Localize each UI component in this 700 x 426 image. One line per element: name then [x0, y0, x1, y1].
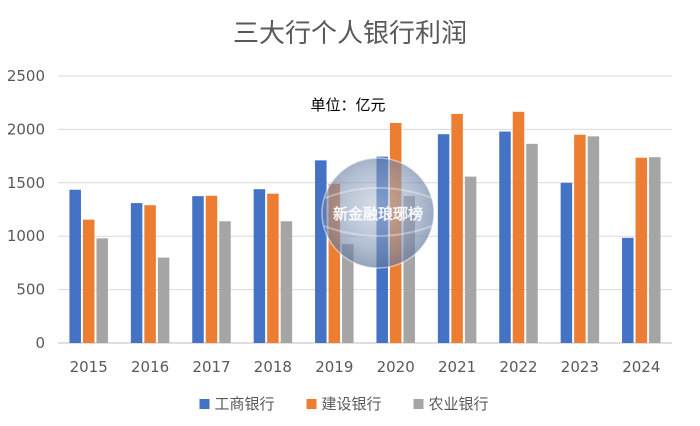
bar — [342, 244, 354, 343]
bar — [464, 176, 477, 343]
bar — [267, 193, 279, 343]
bar — [649, 157, 661, 343]
unit-annotation: 单位：亿元 — [310, 96, 385, 114]
bar — [328, 183, 341, 343]
y-tick-label: 500 — [16, 281, 45, 299]
watermark-globe-arc — [323, 225, 433, 237]
y-tick-label: 1000 — [7, 227, 45, 245]
x-tick-label: 2021 — [438, 358, 476, 376]
bar — [574, 134, 586, 343]
bar — [499, 131, 511, 343]
legend-label: 农业银行 — [429, 395, 489, 413]
bar — [622, 237, 634, 343]
bar — [69, 189, 81, 343]
bar — [205, 195, 218, 343]
bar — [144, 205, 156, 343]
bar — [437, 134, 450, 343]
legend-item: 建设银行 — [306, 395, 382, 413]
bar — [403, 196, 415, 343]
bar — [560, 182, 573, 343]
bar — [451, 113, 463, 343]
legend-item: 农业银行 — [413, 395, 489, 413]
legend-swatch — [413, 399, 424, 409]
bar — [315, 160, 327, 343]
bar — [157, 257, 170, 343]
y-tick-label: 0 — [35, 334, 45, 352]
bar — [82, 219, 95, 343]
legend-label: 工商银行 — [215, 395, 275, 413]
x-tick-label: 2024 — [622, 358, 660, 376]
bar — [635, 157, 648, 343]
y-tick-label: 2000 — [7, 120, 45, 138]
legend-label: 建设银行 — [322, 395, 382, 413]
x-axis-ticks: 2015 2016 2017 2018 2019 2020 2021 2022 2023 2024 — [70, 358, 661, 376]
bar — [96, 238, 108, 343]
watermark-logo: 新金融琅琊榜 — [321, 157, 435, 269]
bar — [280, 221, 293, 343]
y-tick-label: 1500 — [7, 174, 45, 192]
x-tick-label: 2020 — [377, 358, 415, 376]
watermark-globe-arc — [324, 187, 433, 199]
x-tick-label: 2016 — [131, 358, 169, 376]
bar — [526, 143, 538, 343]
x-tick-label: 2017 — [192, 358, 230, 376]
x-tick-label: 2023 — [561, 358, 599, 376]
bar — [219, 221, 231, 343]
x-tick-label: 2015 — [70, 358, 108, 376]
x-tick-label: 2018 — [254, 358, 292, 376]
x-tick-label: 2022 — [499, 358, 537, 376]
x-tick-label: 2019 — [315, 358, 353, 376]
bar — [253, 189, 266, 343]
watermark-globe — [321, 157, 435, 269]
bar — [192, 196, 204, 343]
bar — [512, 111, 525, 343]
bar — [130, 203, 143, 343]
legend-item: 工商银行 — [199, 395, 275, 413]
legend-swatch — [199, 399, 210, 409]
legend: 工商银行 建设银行 农业银行 — [199, 395, 489, 413]
legend-swatch — [306, 399, 317, 409]
y-axis-ticks: 0 500 1000 1500 2000 2500 — [7, 67, 45, 352]
watermark-text: 新金融琅琊榜 — [333, 205, 423, 223]
bar — [587, 136, 600, 343]
chart-title: 三大行个人银行利润 — [233, 19, 467, 49]
y-tick-label: 2500 — [7, 67, 45, 85]
